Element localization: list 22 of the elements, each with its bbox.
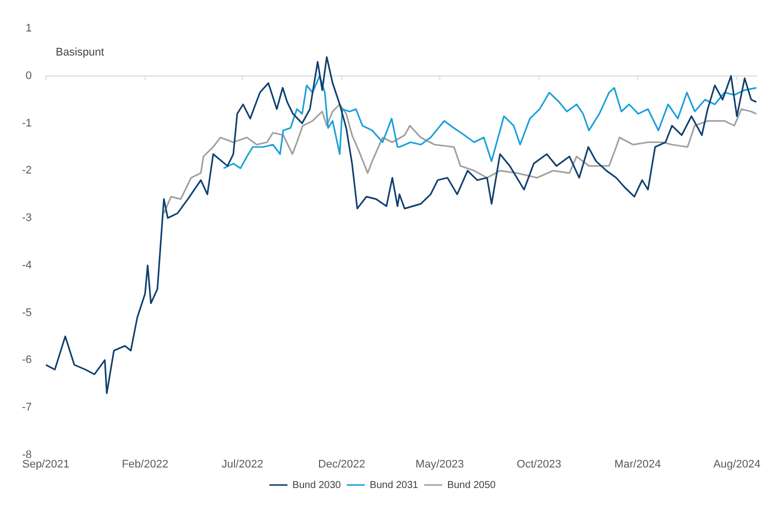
y-tick-label: -1 [22, 117, 32, 130]
y-tick-label: -7 [22, 401, 32, 414]
x-tick-label: May/2023 [416, 458, 464, 470]
y-tick-label: 1 [26, 22, 32, 35]
y-tick-label: -4 [22, 259, 32, 272]
y-axis-title: Basispunt [56, 46, 104, 58]
y-tick-label: -6 [22, 354, 32, 366]
legend-label: Bund 2030 [292, 480, 342, 491]
x-tick-label: Oct/2023 [516, 458, 562, 470]
legend-label: Bund 2050 [447, 480, 496, 491]
x-tick-label: Sep/2021 [22, 458, 70, 470]
legend-label: Bund 2031 [370, 480, 419, 491]
y-tick-label: -3 [22, 212, 32, 224]
x-tick-label: Jul/2022 [222, 458, 264, 470]
x-tick-label: Dec/2022 [318, 458, 366, 470]
x-tick-label: Aug/2024 [713, 458, 760, 470]
y-tick-label: -8 [22, 448, 32, 461]
y-tick-label: 0 [26, 70, 32, 82]
x-tick-label: Feb/2022 [122, 458, 168, 470]
y-tick-label: -2 [22, 164, 32, 177]
y-tick-label: -5 [22, 306, 32, 319]
x-tick-label: Mar/2024 [614, 458, 661, 470]
